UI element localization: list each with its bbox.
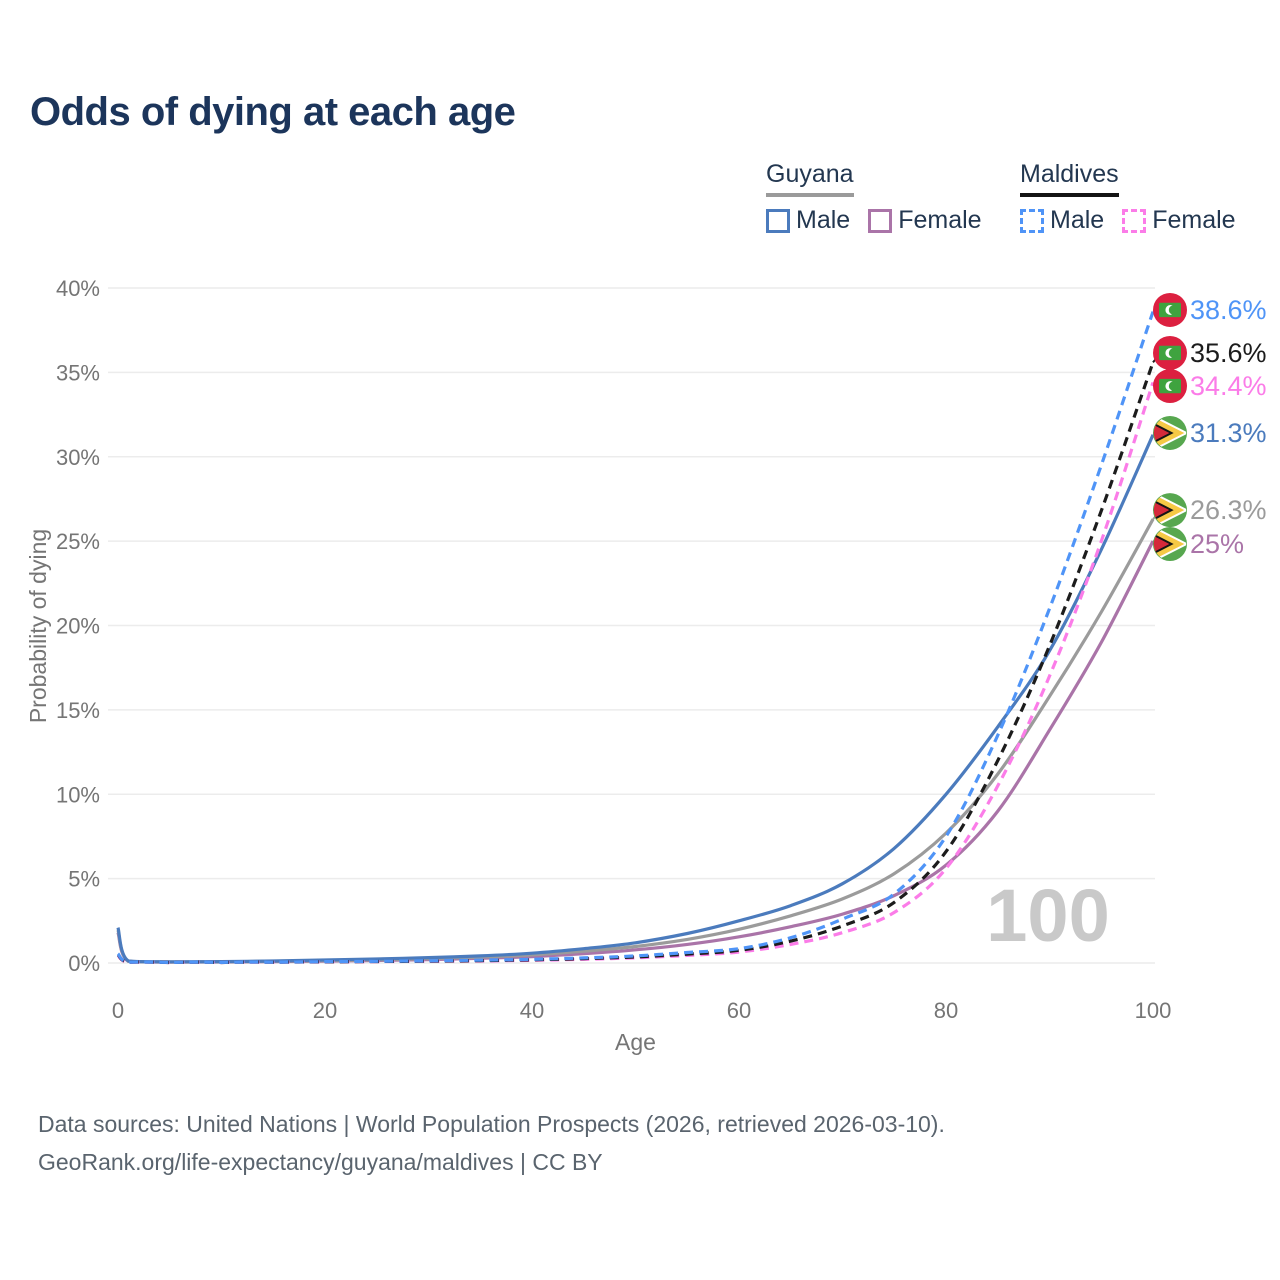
age-hover-watermark: 100	[986, 874, 1109, 957]
end-value-label-guyana-male: 31.3%	[1190, 418, 1267, 448]
flag-guyana-icon	[1153, 415, 1187, 450]
legend-row-guyana: Male Female	[766, 206, 1000, 235]
end-value-label-maldives-female: 34.4%	[1190, 371, 1267, 401]
legend-row-maldives: Male Female	[1020, 206, 1254, 235]
flag-guyana-icon	[1153, 493, 1187, 528]
footer-line-2: GeoRank.org/life-expectancy/guyana/maldi…	[38, 1149, 603, 1175]
flag-maldives-icon	[1153, 369, 1187, 404]
y-tick-label-5: 5%	[68, 867, 100, 892]
data-source-footer: Data sources: United Nations | World Pop…	[38, 1105, 945, 1181]
legend-country-guyana[interactable]: Guyana	[766, 160, 854, 197]
x-tick-label-40: 40	[520, 998, 544, 1023]
flag-maldives-icon	[1153, 292, 1187, 327]
end-value-label-guyana-female: 25%	[1190, 529, 1244, 559]
end-value-label-maldives-both-sexes: 35.6%	[1190, 338, 1267, 368]
page-title: Odds of dying at each age	[30, 90, 516, 134]
y-tick-label-20: 20%	[56, 614, 100, 639]
series-line-maldives-both-sexes[interactable]	[116, 361, 1155, 965]
flag-maldives-icon	[1153, 335, 1187, 370]
y-tick-label-0: 0%	[68, 951, 100, 976]
legend-checkbox-guyana-male[interactable]	[766, 208, 790, 233]
x-tick-label-80: 80	[934, 998, 958, 1023]
legend-checkbox-maldives-male[interactable]	[1020, 208, 1044, 233]
y-axis-title: Probability of dying	[25, 529, 51, 723]
legend-label-guyana-male: Male	[796, 206, 851, 234]
y-tick-label-15: 15%	[56, 698, 100, 723]
y-tick-label-35: 35%	[56, 360, 100, 385]
legend-label-maldives-male: Male	[1050, 206, 1105, 234]
series-line-maldives-male[interactable]	[116, 311, 1155, 965]
x-tick-label-100: 100	[1135, 998, 1172, 1023]
series-line-guyana-male[interactable]	[116, 434, 1155, 964]
legend-checkbox-guyana-female[interactable]	[868, 208, 893, 233]
x-axis-title: Age	[615, 1029, 656, 1055]
y-tick-label-30: 30%	[56, 445, 100, 470]
legend-label-guyana-female: Female	[898, 206, 982, 234]
x-tick-label-20: 20	[313, 998, 337, 1023]
flag-guyana-icon	[1153, 526, 1187, 561]
y-tick-label-10: 10%	[56, 782, 100, 807]
legend-group-maldives: Maldives Male Female	[1020, 160, 1254, 235]
end-value-label-guyana-both-sexes: 26.3%	[1190, 495, 1267, 525]
end-value-label-maldives-male: 38.6%	[1190, 295, 1267, 325]
legend-checkbox-maldives-female[interactable]	[1122, 208, 1147, 233]
x-tick-label-60: 60	[727, 998, 751, 1023]
footer-line-1: Data sources: United Nations | World Pop…	[38, 1111, 945, 1137]
x-tick-label-0: 0	[112, 998, 124, 1023]
y-tick-label-40: 40%	[56, 276, 100, 301]
legend-country-maldives[interactable]: Maldives	[1020, 160, 1119, 197]
legend-label-maldives-female: Female	[1152, 206, 1236, 234]
legend-group-guyana: Guyana Male Female	[766, 160, 1000, 235]
y-tick-label-25: 25%	[56, 529, 100, 554]
